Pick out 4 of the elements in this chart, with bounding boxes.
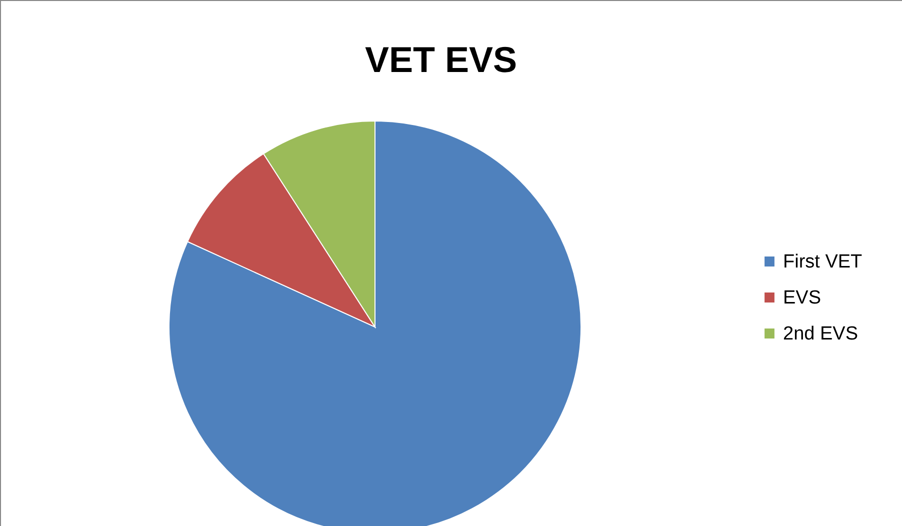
legend-label: EVS [783,288,822,308]
chart-title: VET EVS [364,39,518,80]
legend-label: First VET [783,252,863,272]
legend-label: 2nd EVS [783,324,858,344]
